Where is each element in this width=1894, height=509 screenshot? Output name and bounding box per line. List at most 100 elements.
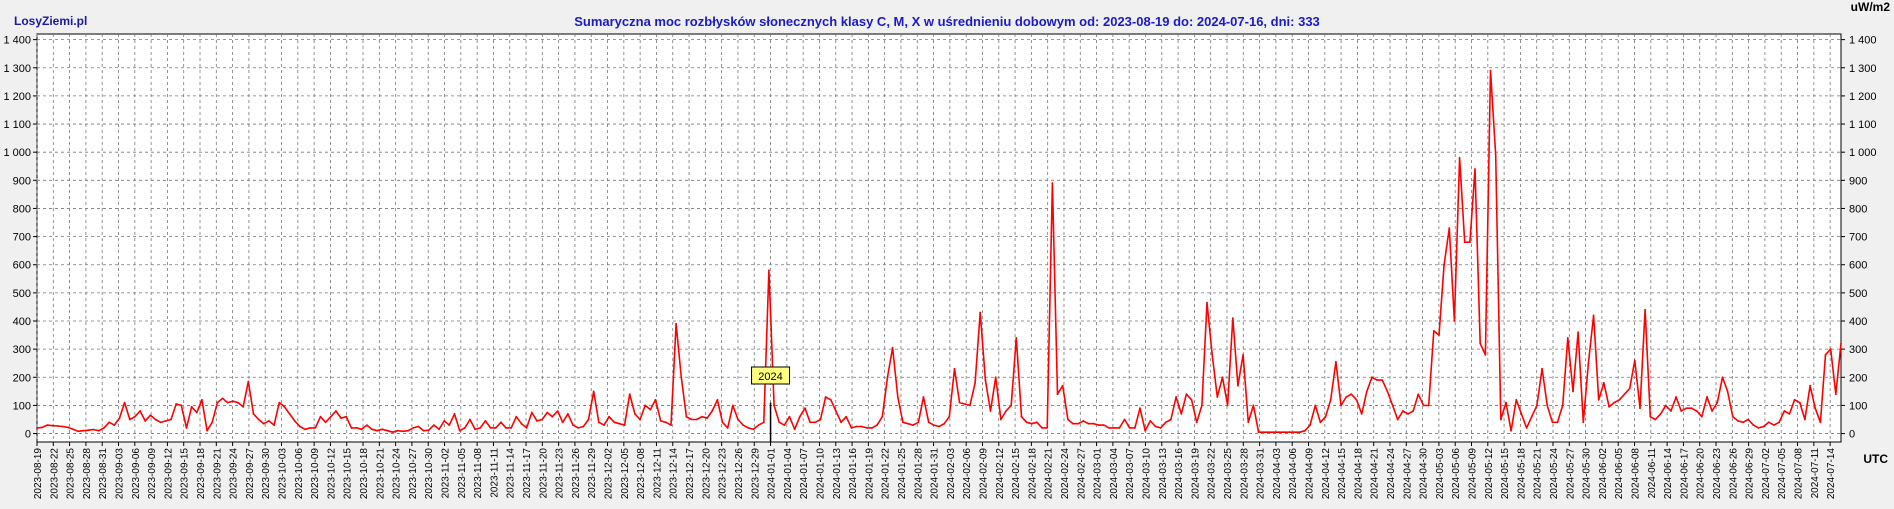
x-tick-label: 2023-12-29 [750,448,761,500]
data-point [1092,422,1095,425]
x-tick-label: 2023-08-25 [66,448,77,500]
x-tick-label: 2023-09-09 [147,448,158,500]
data-point [690,418,693,421]
data-point [180,404,183,407]
x-tick-label: 2023-12-14 [669,448,680,500]
data-point [304,428,306,431]
data-point [469,418,471,421]
data-point [391,431,394,434]
data-point [1530,415,1533,418]
data-point [1360,413,1363,415]
x-tick-label: 2024-01-01 [767,448,778,500]
x-tick-label: 2024-06-20 [1696,448,1707,500]
x-tick-label: 2023-11-26 [571,448,582,499]
data-point [422,429,425,432]
data-point [1340,404,1342,407]
data-point [268,420,270,422]
x-tick-label: 2024-02-06 [962,448,973,500]
data-point [1402,410,1404,412]
data-point [221,397,224,400]
data-point [824,396,827,398]
data-point [1463,241,1466,244]
x-tick-label: 2023-09-24 [229,448,240,500]
data-point [1412,410,1415,412]
data-point [92,428,95,431]
data-point [907,422,909,425]
data-point [747,427,750,429]
data-point [835,410,837,412]
data-point [1788,413,1791,415]
x-tick-label: 2023-09-18 [196,448,207,500]
data-point [1324,415,1327,418]
x-tick-label: 2024-04-09 [1304,448,1315,500]
x-tick-label: 2023-10-09 [310,448,321,500]
x-tick-label: 2024-03-10 [1141,448,1152,500]
data-point [1757,427,1760,429]
data-point [1510,429,1512,432]
x-tick-label: 2024-06-23 [1712,448,1723,500]
data-point [433,424,435,426]
y-tick-label-left: 200 [13,372,31,384]
data-point [350,427,353,429]
data-point [922,396,925,398]
data-point [577,427,580,429]
x-tick-label: 2023-08-31 [98,448,109,500]
x-tick-label: 2024-04-12 [1321,448,1332,500]
data-point [1525,427,1528,429]
data-point [1834,393,1837,396]
y-tick-label-right: 900 [1849,175,1867,187]
data-point [773,404,775,407]
x-tick-label: 2023-10-15 [343,448,354,500]
data-point [128,418,131,421]
x-tick-label: 2023-10-03 [278,448,289,500]
x-tick-label: 2024-02-27 [1076,448,1087,500]
data-point [1633,359,1636,362]
data-point [453,413,456,415]
y-tick-label-left: 1 200 [3,91,31,103]
data-point [1056,393,1059,396]
x-tick-label: 2023-10-18 [359,448,370,500]
data-point [603,424,605,426]
data-point [783,424,786,426]
data-point [1484,353,1487,356]
data-point [46,424,49,426]
x-tick-label: 2024-06-11 [1647,448,1658,499]
y-tick-label-right: 200 [1849,372,1867,384]
x-tick-label: 2024-03-07 [1125,448,1136,500]
data-point [335,410,337,412]
data-point [582,425,585,428]
data-point [61,425,64,428]
x-tick-label: 2023-09-03 [115,448,126,500]
x-tick-label: 2023-11-14 [506,448,517,499]
y-tick-label-right: 500 [1849,288,1867,300]
data-point [1474,168,1476,171]
data-point [1541,367,1543,370]
data-point [1747,418,1750,421]
data-point [329,415,332,418]
y-tick-label-right: 1 200 [1849,91,1877,103]
data-point [448,424,451,426]
x-tick-label: 2024-07-05 [1777,448,1788,500]
data-point [1716,401,1719,404]
data-point [1577,331,1579,334]
x-tick-label: 2024-03-19 [1190,448,1201,500]
x-tick-label: 2023-08-19 [33,448,44,500]
data-point [82,429,85,432]
data-point [1268,431,1270,434]
data-point [108,421,111,424]
data-point [757,424,760,426]
data-point [855,425,858,428]
data-point [742,424,744,426]
x-tick-label: 2024-05-18 [1516,448,1527,500]
data-point [1386,390,1389,393]
data-point [154,418,157,421]
x-tick-label: 2023-10-06 [294,448,305,500]
x-tick-label: 2023-09-12 [163,448,174,500]
data-point [98,429,100,432]
x-tick-label: 2024-03-13 [1158,448,1169,500]
data-point [427,429,430,432]
brand-label[interactable]: LosyZiemi.pl [14,14,88,28]
x-tick-label: 2024-07-02 [1761,448,1772,500]
data-point [319,415,322,418]
data-point [67,426,69,429]
